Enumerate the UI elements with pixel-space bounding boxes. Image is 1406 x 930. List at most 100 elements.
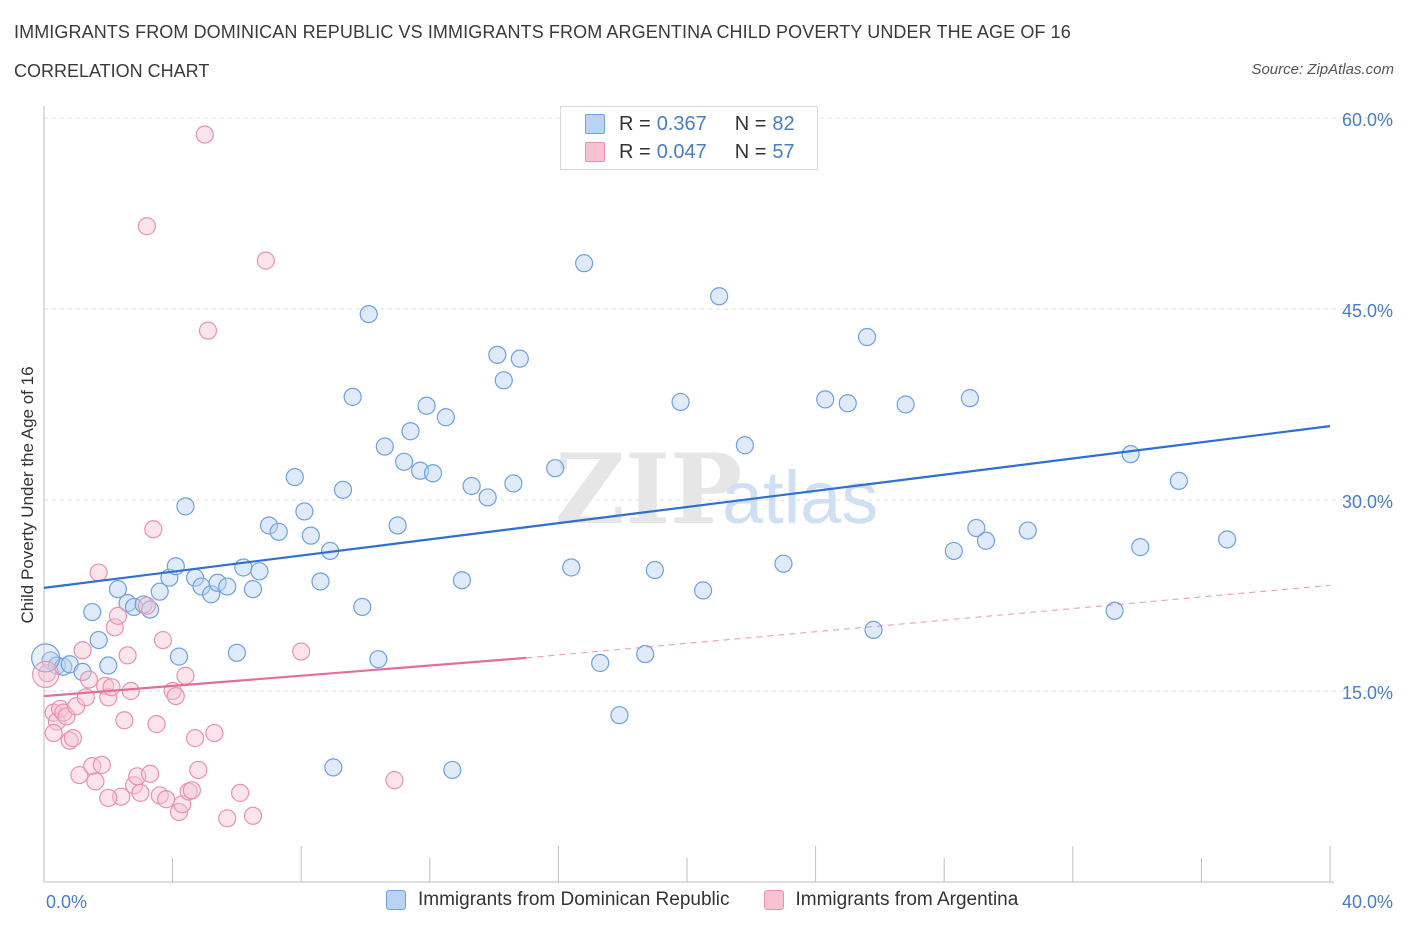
point-argentina <box>121 681 140 701</box>
legend-n-label: N = <box>734 112 767 135</box>
point-dominican <box>443 760 462 780</box>
legend-n-label: N = <box>734 140 767 163</box>
point-dominican <box>243 580 263 599</box>
point-argentina <box>144 520 163 539</box>
x-tick-label: 40.0% <box>1342 892 1393 912</box>
point-dominican <box>73 662 92 682</box>
series-legend: Immigrants from Dominican Republic Immig… <box>386 889 1052 911</box>
point-dominican <box>976 531 996 550</box>
series-label-argentina: Immigrants from Argentina <box>795 889 1019 910</box>
point-argentina <box>198 321 218 340</box>
stats-legend: R = 0.367 N = 82 R = 0.047 N = 57 <box>560 106 818 170</box>
point-argentina <box>157 790 176 809</box>
point-argentina <box>99 788 118 808</box>
point-dominican <box>774 554 793 573</box>
point-dominican <box>960 389 980 408</box>
point-dominican <box>394 452 414 471</box>
point-argentina <box>118 646 137 665</box>
point-dominican <box>401 422 420 441</box>
y-tick-label: 45.0% <box>1342 301 1393 321</box>
y-tick-label: 15.0% <box>1342 683 1393 703</box>
grid-lines <box>44 117 1394 692</box>
point-argentina <box>256 251 275 270</box>
point-argentina <box>73 641 92 660</box>
point-argentina <box>63 729 83 748</box>
point-dominican <box>864 620 883 639</box>
point-argentina <box>137 217 156 236</box>
point-argentina <box>112 787 131 806</box>
point-dominican <box>494 371 513 390</box>
point-argentina <box>99 688 118 707</box>
point-dominican <box>218 577 237 596</box>
point-dominican <box>562 558 581 577</box>
point-dominican <box>343 387 362 406</box>
point-argentina <box>89 563 108 582</box>
series-label-dominican: Immigrants from Dominican Republic <box>418 889 730 910</box>
point-dominican <box>388 516 407 535</box>
point-argentina <box>182 781 201 800</box>
trend-line-argentina-extension <box>526 584 1331 659</box>
point-argentina <box>86 772 105 791</box>
point-dominican <box>857 327 877 347</box>
point-dominican <box>99 656 118 675</box>
point-dominican <box>504 474 523 493</box>
point-dominican <box>452 571 472 590</box>
point-dominican <box>710 287 729 306</box>
chart-title: IMMIGRANTS FROM DOMINICAN REPUBLIC VS IM… <box>14 22 1071 42</box>
series-legend-dominican[interactable]: Immigrants from Dominican Republic <box>386 889 730 911</box>
point-argentina <box>137 596 156 615</box>
series-swatch-argentina <box>763 890 784 910</box>
point-dominican <box>735 436 754 455</box>
point-dominican <box>693 581 713 600</box>
point-argentina <box>231 783 250 802</box>
legend-n-value: 82 <box>772 112 795 135</box>
point-argentina <box>60 731 79 750</box>
point-argentina <box>195 125 214 144</box>
point-dominican <box>285 467 304 487</box>
y-tick-label: 30.0% <box>1342 492 1393 512</box>
point-dominican <box>295 502 314 521</box>
point-dominican <box>333 480 353 499</box>
legend-r-label: R = <box>619 112 651 135</box>
point-argentina <box>131 783 150 802</box>
point-argentina <box>108 606 128 625</box>
source-credit: Source: ZipAtlas.com <box>1251 61 1394 78</box>
point-dominican <box>896 395 915 414</box>
point-dominican <box>838 394 857 413</box>
legend-row-dominican: R = 0.367 N = 82 <box>585 111 795 137</box>
point-argentina <box>147 715 166 734</box>
point-argentina <box>105 618 124 637</box>
point-dominican <box>369 650 388 669</box>
point-dominican <box>324 758 343 777</box>
point-dominican <box>227 643 246 662</box>
watermark: ZIP atlas <box>555 433 878 546</box>
point-dominican <box>259 516 279 535</box>
point-argentina <box>176 666 195 685</box>
point-dominican <box>301 526 320 545</box>
point-dominican <box>591 653 610 673</box>
series-legend-argentina[interactable]: Immigrants from Argentina <box>763 889 1019 911</box>
point-dominican <box>671 392 690 412</box>
point-dominican <box>944 541 963 561</box>
chart-subtitle: CORRELATION CHART <box>14 61 210 81</box>
legend-n-value: 57 <box>772 140 795 163</box>
point-dominican <box>150 582 169 601</box>
point-argentina <box>140 764 160 783</box>
point-argentina <box>92 755 111 774</box>
point-argentina <box>186 729 205 748</box>
point-argentina <box>205 723 224 743</box>
point-dominican <box>816 390 835 409</box>
x-tick-label: 0.0% <box>46 892 87 912</box>
point-dominican <box>202 585 221 604</box>
point-argentina <box>153 630 173 650</box>
y-axis-label: Child Poverty Under the Age of 16 <box>18 366 37 623</box>
point-argentina <box>189 760 208 780</box>
trend-line-argentina <box>43 656 527 698</box>
point-dominican <box>311 572 330 591</box>
point-dominican <box>510 349 529 368</box>
legend-swatch-argentina <box>585 142 605 162</box>
point-dominican <box>1105 601 1124 620</box>
point-dominican <box>89 630 108 650</box>
legend-row-argentina: R = 0.047 N = 57 <box>585 139 795 165</box>
point-dominican <box>967 518 986 538</box>
